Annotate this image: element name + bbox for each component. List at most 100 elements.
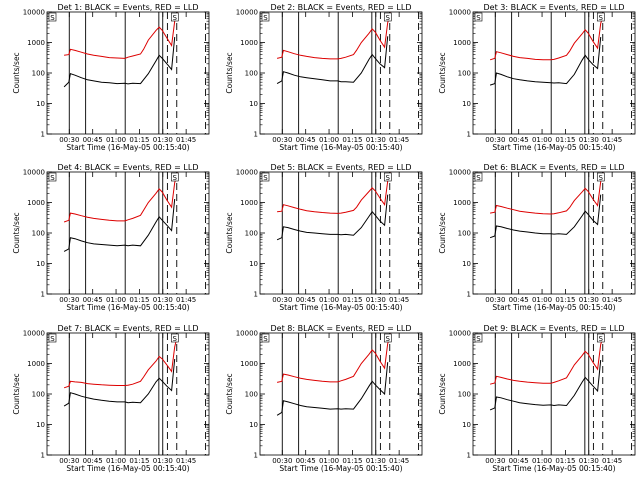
saa-mark: S — [50, 335, 55, 343]
plot-frame — [46, 332, 210, 456]
x-axis-label: Start Time (16-May-05 00:15:40) — [279, 143, 402, 152]
saa-mark-box — [474, 333, 483, 343]
y-axis-label: Counts/sec — [438, 52, 447, 93]
plot-frame — [259, 171, 423, 295]
panel-title: Det 3: BLACK = Events, RED = LLD — [484, 3, 625, 12]
saa-mark-box — [48, 12, 57, 22]
saa-mark: S — [599, 174, 604, 182]
plot-frame — [259, 332, 423, 456]
panel-title: Det 1: BLACK = Events, RED = LLD — [58, 3, 199, 12]
y-tick-label: 100 — [245, 230, 258, 238]
saa-mark-box — [474, 12, 483, 22]
x-tick-label: 01:45 — [602, 457, 622, 465]
series-line-events — [276, 194, 389, 241]
x-tick-label: 00:45 — [83, 136, 103, 144]
y-tick-label: 10000 — [449, 330, 471, 338]
saa-mark-box — [383, 333, 392, 343]
y-tick-label: 10 — [249, 421, 258, 429]
x-tick-label: 01:30 — [153, 136, 173, 144]
plot-frame — [46, 171, 210, 295]
saa-mark: S — [50, 174, 55, 182]
panel-title: Det 6: BLACK = Events, RED = LLD — [484, 163, 625, 172]
saa-mark: S — [263, 174, 268, 182]
x-tick-label: 01:45 — [389, 136, 409, 144]
saa-mark-box — [383, 12, 392, 22]
x-tick-label: 01:30 — [366, 296, 386, 304]
saa-mark-box — [170, 333, 179, 343]
y-tick-label: 1000 — [240, 39, 258, 47]
x-tick-label: 01:30 — [579, 296, 599, 304]
y-axis-label: Counts/sec — [438, 373, 447, 414]
saa-mark: S — [386, 335, 391, 343]
y-tick-label: 1 — [41, 131, 45, 139]
x-tick-label: 00:30 — [59, 296, 79, 304]
x-tick-label: 01:30 — [153, 457, 173, 465]
saa-mark-box — [474, 172, 483, 182]
series-line-events — [489, 37, 602, 86]
saa-mark: S — [173, 335, 178, 343]
panel-det-3: Det 3: BLACK = Events, RED = LLD 1 10 100 10… — [438, 3, 636, 152]
saa-mark: S — [263, 14, 268, 22]
series-line-events — [276, 362, 389, 416]
x-tick-label: 01:30 — [366, 457, 386, 465]
x-tick-label: 01:45 — [389, 296, 409, 304]
panel-det-5: Det 5: BLACK = Events, RED = LLD 1 10 100 10… — [225, 163, 423, 312]
plot-frame — [259, 11, 423, 135]
x-tick-label: 00:30 — [485, 136, 505, 144]
y-tick-label: 1000 — [453, 39, 471, 47]
panel-title: Det 8: BLACK = Events, RED = LLD — [271, 324, 412, 333]
x-tick-label: 01:00 — [106, 296, 126, 304]
panel-det-8: Det 8: BLACK = Events, RED = LLD 1 10 100 10… — [225, 324, 423, 473]
x-tick-label: 01:30 — [153, 296, 173, 304]
y-axis-label: Counts/sec — [225, 52, 234, 93]
series-line-events — [276, 36, 389, 85]
x-tick-label: 01:00 — [532, 136, 552, 144]
panel-title: Det 2: BLACK = Events, RED = LLD — [271, 3, 412, 12]
y-tick-label: 100 — [458, 70, 471, 78]
x-tick-label: 01:45 — [176, 457, 196, 465]
saa-mark: S — [476, 335, 481, 343]
x-tick-label: 01:45 — [602, 296, 622, 304]
x-tick-label: 00:30 — [485, 296, 505, 304]
saa-mark: S — [386, 14, 391, 22]
y-tick-label: 100 — [32, 70, 45, 78]
panel-title: Det 7: BLACK = Events, RED = LLD — [58, 324, 199, 333]
saa-mark-box — [48, 172, 57, 182]
x-axis-label: Start Time (16-May-05 00:15:40) — [66, 303, 189, 312]
saa-mark: S — [386, 174, 391, 182]
y-tick-label: 100 — [245, 70, 258, 78]
y-tick-label: 10 — [249, 260, 258, 268]
x-tick-label: 00:45 — [296, 296, 316, 304]
x-tick-label: 00:30 — [59, 457, 79, 465]
plot-frame — [472, 332, 636, 456]
x-tick-label: 01:15 — [342, 457, 362, 465]
y-axis-label: Counts/sec — [12, 373, 21, 414]
x-tick-label: 01:45 — [602, 136, 622, 144]
series-line-lld — [276, 333, 392, 383]
saa-mark-box — [261, 12, 270, 22]
saa-mark: S — [599, 335, 604, 343]
saa-mark: S — [173, 14, 178, 22]
y-tick-label: 1000 — [453, 199, 471, 207]
x-axis-label: Start Time (16-May-05 00:15:40) — [492, 303, 615, 312]
y-tick-label: 10000 — [449, 169, 471, 177]
x-axis-label: Start Time (16-May-05 00:15:40) — [492, 464, 615, 473]
y-axis-label: Counts/sec — [225, 373, 234, 414]
y-tick-label: 10000 — [23, 9, 45, 17]
x-tick-label: 01:30 — [579, 136, 599, 144]
y-tick-label: 1000 — [240, 199, 258, 207]
saa-mark: S — [476, 174, 481, 182]
x-tick-label: 01:15 — [342, 296, 362, 304]
x-tick-label: 01:15 — [129, 457, 149, 465]
series-line-lld — [63, 334, 179, 389]
y-tick-label: 10 — [36, 260, 45, 268]
y-tick-label: 10000 — [236, 9, 258, 17]
x-tick-label: 01:00 — [106, 136, 126, 144]
series-line-lld — [276, 12, 392, 60]
y-tick-label: 100 — [32, 230, 45, 238]
saa-mark-box — [383, 172, 392, 182]
y-tick-label: 10 — [36, 100, 45, 108]
x-tick-label: 00:30 — [485, 457, 505, 465]
saa-mark-box — [596, 333, 605, 343]
y-tick-label: 100 — [458, 230, 471, 238]
